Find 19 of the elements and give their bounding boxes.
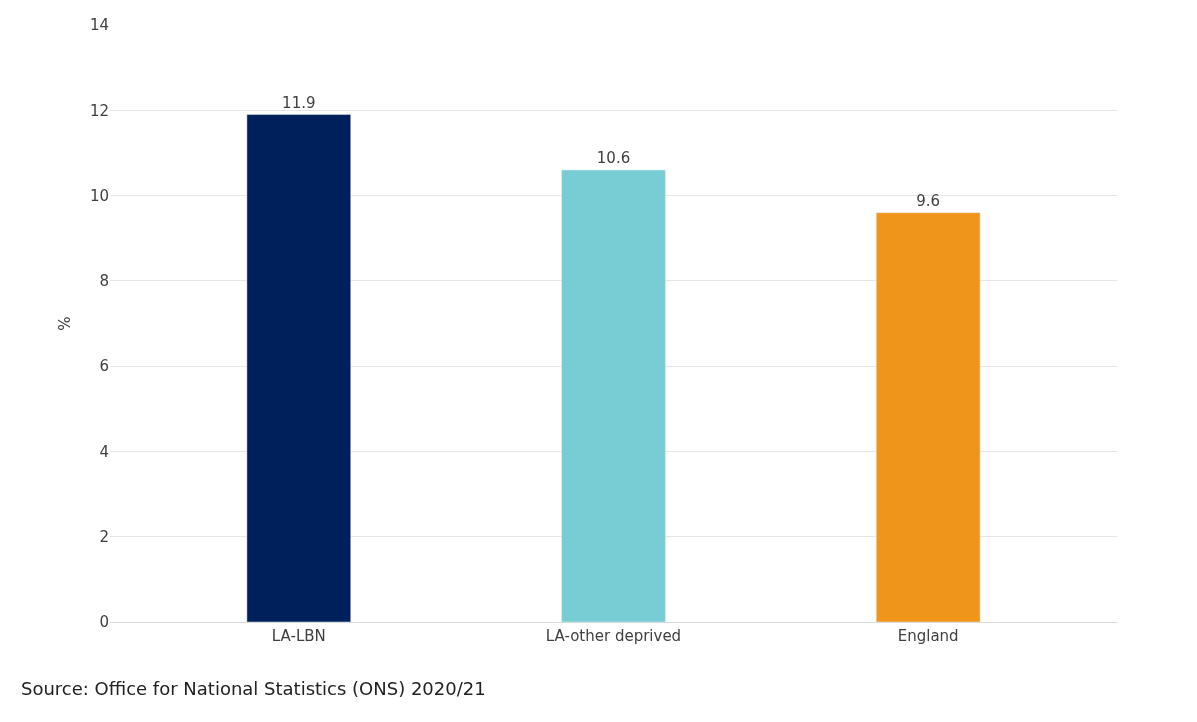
data-label: 11.9 <box>282 93 316 112</box>
bar <box>876 212 981 622</box>
bar <box>561 169 666 622</box>
x-tick-label: LA-other deprived <box>545 627 682 645</box>
y-tick-label: 0 <box>99 613 109 632</box>
data-label: 10.6 <box>596 148 631 167</box>
y-tick-label: 10 <box>89 186 109 205</box>
y-tick-label: 12 <box>89 101 109 120</box>
y-tick-label: 14 <box>89 16 109 35</box>
y-tick-label: 2 <box>99 527 109 546</box>
x-tick-label: England <box>897 627 959 645</box>
bar <box>246 114 351 622</box>
x-tick-label: LA-LBN <box>271 627 326 645</box>
data-label: 9.6 <box>916 191 941 210</box>
y-tick-label: 4 <box>99 442 109 461</box>
source-note: Source: Office for National Statistics (ONS) 2020/21 <box>21 678 486 699</box>
y-tick-label: 8 <box>99 272 109 291</box>
y-axis-title: % <box>56 316 75 331</box>
y-tick-label: 6 <box>99 357 109 376</box>
